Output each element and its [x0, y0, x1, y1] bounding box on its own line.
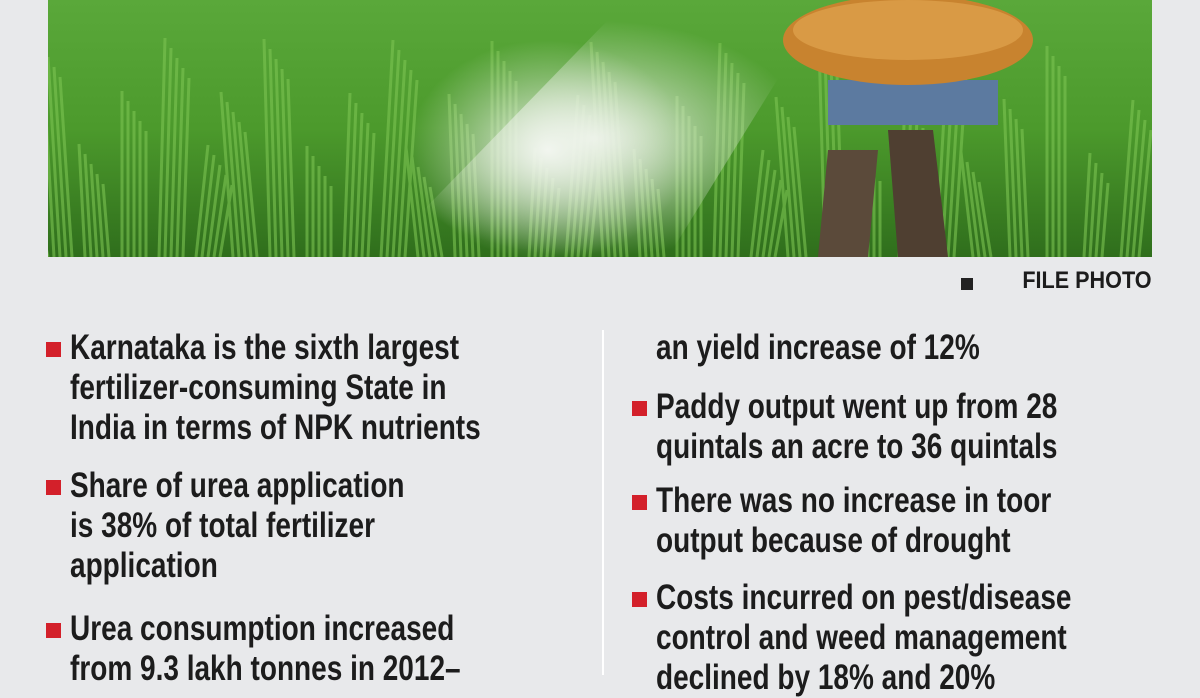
- credit-marker: [961, 278, 973, 290]
- grass-blade: [761, 169, 777, 257]
- grass-blade: [780, 106, 796, 257]
- bullet-text-line: fertilizer-consuming State in: [70, 368, 447, 407]
- grass-blade: [52, 66, 68, 257]
- grass-blade: [225, 101, 241, 257]
- grass-blade: [774, 96, 790, 257]
- bullet-marker: [46, 623, 61, 638]
- grass-blade: [379, 39, 395, 257]
- grass-blade: [1119, 99, 1135, 257]
- grass-blade: [965, 161, 981, 257]
- grass-blade: [1020, 128, 1030, 257]
- grass-blade: [163, 47, 173, 257]
- grass-blade: [181, 77, 191, 257]
- column-divider: [602, 330, 604, 675]
- grass-blade: [58, 76, 74, 257]
- grass-blade: [366, 132, 376, 257]
- bullet-marker: [632, 495, 647, 510]
- bullet-text-line: from 9.3 lakh tonnes in 2012–: [70, 649, 461, 688]
- grass-blade: [101, 183, 111, 257]
- bullet-text-line: an yield increase of 12%: [656, 328, 980, 367]
- grass-blade: [1100, 182, 1110, 257]
- grass-blade: [1082, 152, 1092, 257]
- bullet-marker: [632, 401, 647, 416]
- bullet-text-line: declined by 18% and 20%: [656, 658, 996, 697]
- grass-blade: [219, 91, 235, 257]
- grass-blade: [342, 92, 352, 257]
- grass-blade: [274, 58, 284, 257]
- grass-blade: [360, 122, 370, 257]
- photo: [48, 0, 1152, 257]
- page: FILE PHOTO (() => { const data = JSON.pa…: [46, 0, 1152, 697]
- bullet-text-line: Costs incurred on pest/disease: [656, 578, 1072, 617]
- bullet-text-line: Paddy output went up from 28: [656, 387, 1058, 426]
- bullet-marker: [46, 342, 61, 357]
- grass-blade: [971, 171, 987, 257]
- grass-blade: [1137, 129, 1152, 257]
- grass-blade: [231, 111, 247, 257]
- bullet-marker: [632, 592, 647, 607]
- grass-blade: [1008, 108, 1018, 257]
- grass-blade: [1014, 118, 1024, 257]
- grass-blade: [1088, 162, 1098, 257]
- grass-blade: [286, 78, 296, 257]
- grass-blade: [206, 164, 222, 257]
- photo-credit: FILE PHOTO: [1022, 267, 1152, 294]
- grass-blade: [175, 67, 185, 257]
- grass-blade: [385, 49, 401, 257]
- bullet-text-line: control and weed management: [656, 618, 1067, 657]
- grass-blade: [200, 154, 216, 257]
- grass-blade: [157, 37, 167, 257]
- grass-blade: [83, 153, 93, 257]
- grass-blade: [77, 143, 87, 257]
- grass-blade: [354, 112, 364, 257]
- grass-blade: [773, 189, 789, 257]
- grass-blade: [755, 159, 771, 257]
- bullet-text-line: Karnataka is the sixth largest: [70, 328, 460, 367]
- bullet-text-line: India in terms of NPK nutrients: [70, 408, 481, 447]
- bullet-text-line: application: [70, 546, 218, 585]
- grass-blade: [786, 116, 802, 257]
- grass-blade: [767, 179, 783, 257]
- grass-blade: [169, 57, 179, 257]
- grass-blade: [212, 174, 228, 257]
- grass-blade: [1002, 98, 1012, 257]
- grass-blade: [1131, 119, 1147, 257]
- grass-blade: [262, 38, 272, 257]
- grass-blade: [268, 48, 278, 257]
- bullet-text-line: There was no increase in toor: [656, 481, 1052, 520]
- grass-blade: [792, 126, 808, 257]
- bullet-text-line: is 38% of total fertilizer: [70, 506, 375, 545]
- grass-blade: [959, 151, 975, 257]
- bullet-marker: [46, 480, 61, 495]
- grass-blade: [89, 163, 99, 257]
- grass-blade: [194, 144, 210, 257]
- grass-blade: [1094, 172, 1104, 257]
- grass-blade: [1125, 109, 1141, 257]
- grass-blade: [95, 173, 105, 257]
- grass-blade: [237, 121, 253, 257]
- grass-blade: [397, 69, 413, 257]
- bullet-text-line: quintals an acre to 36 quintals: [656, 427, 1058, 466]
- bullet-text-line: Share of urea application: [70, 466, 405, 505]
- grass-blade: [218, 184, 234, 257]
- bullet-text-line: output because of drought: [656, 521, 1011, 560]
- grass-blade: [48, 125, 56, 257]
- grass-blade: [348, 102, 358, 257]
- grass-blade: [243, 131, 259, 257]
- grass-blade: [391, 59, 407, 257]
- grass-blade: [280, 68, 290, 257]
- grass-blade: [48, 56, 62, 257]
- grass-blade: [749, 149, 765, 257]
- bullet-text-line: Urea consumption increased: [70, 609, 455, 648]
- grass-blade: [977, 181, 993, 257]
